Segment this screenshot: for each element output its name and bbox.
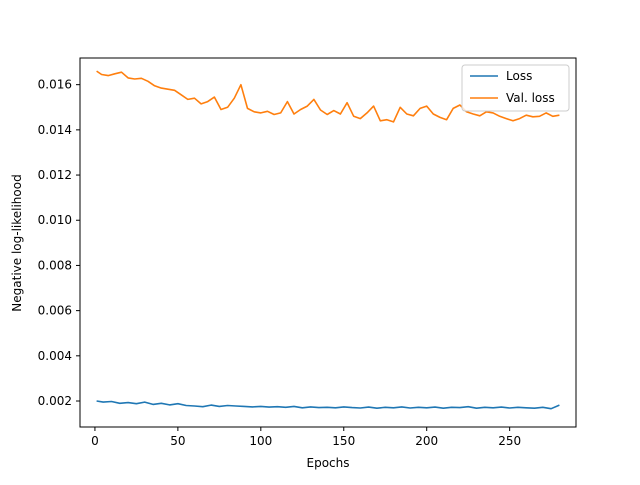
x-tick-label: 150	[332, 434, 355, 448]
legend-label: Loss	[506, 69, 532, 83]
x-tick-label: 200	[415, 434, 438, 448]
y-tick-label: 0.010	[38, 213, 72, 227]
series-line-loss	[96, 400, 560, 410]
x-tick-label: 50	[170, 434, 185, 448]
legend-label: Val. loss	[506, 91, 555, 105]
axes-frame	[79, 57, 577, 428]
x-axis-label: Epochs	[307, 456, 350, 470]
legend: Loss Val. loss	[461, 64, 570, 112]
y-tick-label: 0.002	[38, 394, 72, 408]
y-axis-label: Negative log-likelihood	[10, 174, 24, 311]
y-tick-label: 0.008	[38, 258, 72, 272]
y-tick-label: 0.014	[38, 123, 72, 137]
y-tick-label: 0.012	[38, 168, 72, 182]
axes-layer: 0 50 100 150 200 250 0.002 0.004 0.006 0.008 0.010…	[38, 57, 577, 448]
y-tick-label: 0.006	[38, 304, 72, 318]
x-tick-label: 0	[91, 434, 99, 448]
series-line-val-loss	[96, 70, 560, 123]
x-tick-label: 100	[249, 434, 272, 448]
x-tick-label: 250	[498, 434, 521, 448]
series-layer	[96, 70, 560, 410]
y-tick-label: 0.004	[38, 349, 72, 363]
y-tick-label: 0.016	[38, 78, 72, 92]
